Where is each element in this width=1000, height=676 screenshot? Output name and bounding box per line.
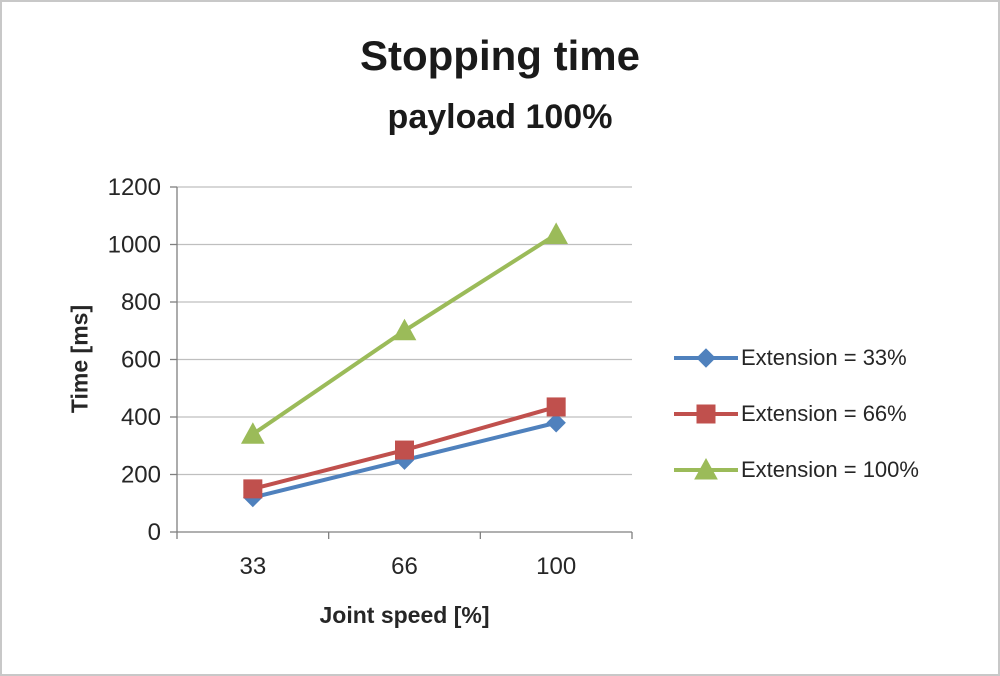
square-marker [696,404,716,424]
legend-marker-sample [674,404,738,424]
legend: Extension = 33% Extension = 66% Extension … [674,340,919,488]
legend-label: Extension = 66% [741,401,907,426]
legend-marker-sample [674,457,738,480]
y-tick-label: 0 [148,519,161,546]
x-axis-title: Joint speed [%] [319,602,490,628]
y-tick-label: 400 [121,404,161,431]
x-tick-label: 100 [536,553,576,580]
legend-item: Extension = 33% [674,340,919,376]
triangle-marker [694,457,718,480]
triangle-marker [392,318,417,341]
y-tick-label: 200 [121,462,161,489]
y-tick-label: 1200 [108,174,161,201]
chart-subtitle: payload 100% [387,98,613,136]
chart-title: Stopping time [360,32,640,79]
square-marker [243,479,263,499]
y-tick-label: 800 [121,289,161,316]
y-tick-label: 1000 [108,232,161,259]
x-tick-label: 33 [239,553,266,580]
legend-label: Extension = 33% [741,345,907,370]
x-tick-label: 66 [391,553,418,580]
legend-label: Extension = 100% [741,457,919,482]
diamond-marker [546,413,566,433]
square-marker [395,440,414,460]
y-axis-title: Time [ms] [66,304,93,414]
legend-item: Extension = 66% [674,396,919,432]
square-marker [546,397,566,417]
triangle-marker [544,222,569,244]
y-tick-label: 600 [121,347,161,374]
legend-item: Extension = 100% [674,452,919,488]
diamond-marker [696,348,716,368]
triangle-marker [240,422,265,444]
legend-marker-sample [674,348,738,368]
